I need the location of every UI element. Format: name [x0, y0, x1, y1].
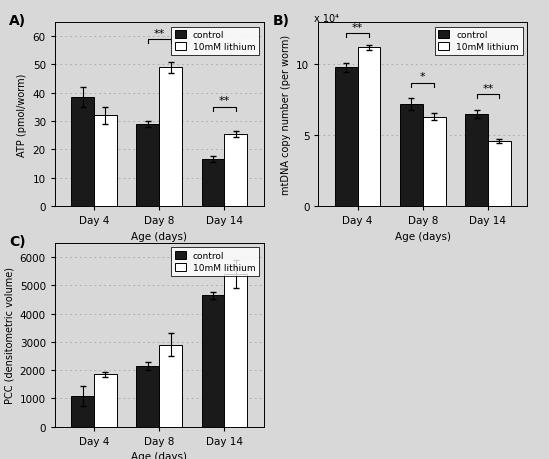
Text: **: ** — [154, 28, 165, 39]
Legend: control, 10mM lithium: control, 10mM lithium — [171, 248, 259, 276]
Text: **: ** — [352, 23, 363, 33]
X-axis label: Age (days): Age (days) — [395, 231, 451, 241]
Bar — [159, 68, 182, 207]
Bar — [71, 98, 94, 207]
Bar — [335, 68, 357, 207]
Bar — [488, 141, 511, 207]
X-axis label: Age (days): Age (days) — [131, 231, 187, 241]
Text: x 10⁴: x 10⁴ — [314, 14, 339, 24]
Bar — [94, 116, 117, 207]
Legend: control, 10mM lithium: control, 10mM lithium — [171, 28, 259, 56]
Text: **: ** — [483, 84, 494, 94]
Legend: control, 10mM lithium: control, 10mM lithium — [435, 28, 523, 56]
Bar — [201, 296, 225, 427]
Bar — [225, 274, 247, 427]
Bar — [136, 125, 159, 207]
Text: A): A) — [9, 14, 26, 28]
Bar — [94, 375, 117, 427]
Bar — [400, 105, 423, 207]
Bar — [225, 134, 247, 207]
Text: C): C) — [9, 234, 26, 248]
Bar — [465, 115, 488, 207]
Bar — [201, 160, 225, 207]
X-axis label: Age (days): Age (days) — [131, 451, 187, 459]
Text: **: ** — [219, 96, 230, 106]
Text: B): B) — [272, 14, 289, 28]
Bar — [423, 118, 446, 207]
Bar — [159, 345, 182, 427]
Bar — [136, 366, 159, 427]
Y-axis label: PCC (densitometric volume): PCC (densitometric volume) — [4, 267, 14, 403]
Y-axis label: ATP (pmol/worm): ATP (pmol/worm) — [17, 73, 27, 157]
Bar — [71, 396, 94, 427]
Y-axis label: mtDNA copy number (per worm): mtDNA copy number (per worm) — [281, 35, 291, 195]
Text: *: * — [420, 72, 425, 82]
Bar — [357, 48, 380, 207]
